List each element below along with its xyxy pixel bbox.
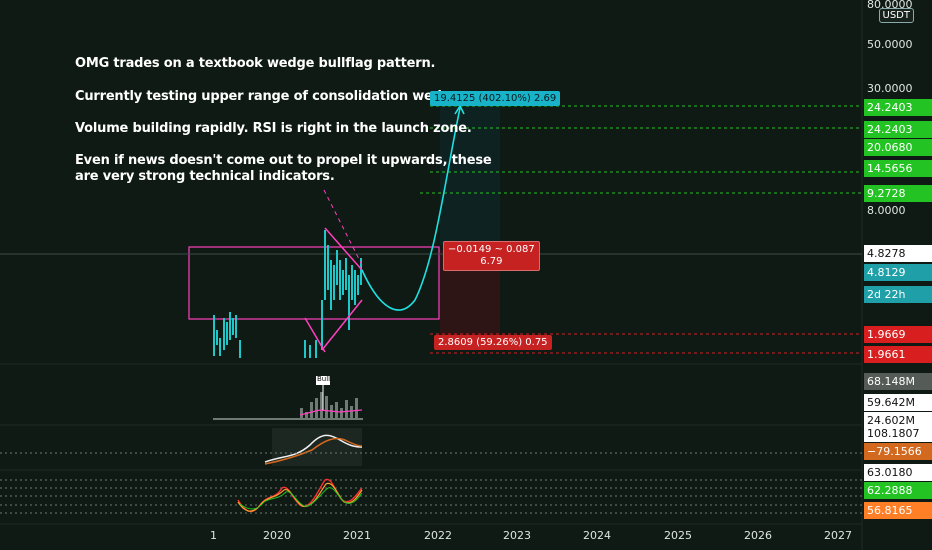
time-axis-label: 2024 (583, 529, 611, 542)
price-scale-label: 4.8129 (864, 264, 932, 281)
volume-scale-label: 68.148M (864, 373, 932, 390)
rsi-scale-label: 62.2888 (864, 482, 932, 499)
annotation-line-3: Volume building rapidly. RSI is right in… (75, 121, 472, 136)
time-axis-label: 2026 (744, 529, 772, 542)
wedge-left-line (304, 317, 326, 353)
entry-label-line1: −0.0149 ~ 0.087 (448, 244, 535, 255)
price-scale-label: 4.8278 (864, 245, 932, 262)
candles-2019 (213, 312, 241, 358)
price-scale-label: 9.2728 (864, 185, 932, 202)
wedge-upper-line (323, 189, 363, 266)
stop-label[interactable]: 2.8609 (59.26%) 0.75 (434, 335, 552, 350)
time-axis-label: 2022 (424, 529, 452, 542)
price-tick: 50.0000 (867, 38, 913, 51)
oscillator-scale-label: 108.1807 (864, 425, 932, 442)
price-scale-label: 1.9661 (864, 346, 932, 363)
price-scale-label: 24.2403 (864, 121, 932, 138)
wedge-lower-line (321, 299, 363, 351)
volume-scale-label: 24.602M (864, 412, 932, 429)
price-scale-label: 2d 22h (864, 286, 932, 303)
entry-label-line2: 6.79 (480, 256, 503, 267)
rsi-line-green (239, 487, 363, 510)
price-tick: 30.0000 (867, 82, 913, 95)
annotation-line-2: Currently testing upper range of consoli… (75, 89, 465, 104)
target-label[interactable]: 19.4125 (402.10%) 2.69 (430, 91, 561, 106)
annotation-line-1: OMG trades on a textbook wedge bullflag … (75, 56, 436, 71)
consolidation-box (188, 246, 440, 320)
time-axis-label: 2023 (503, 529, 531, 542)
price-scale-label: 14.5656 (864, 160, 932, 177)
currency-button[interactable]: USDT (878, 8, 914, 23)
time-axis-label: 2020 (263, 529, 291, 542)
rsi-scale-label: 63.0180 (864, 464, 932, 481)
bull-marker: Bull (317, 375, 331, 383)
entry-label[interactable]: −0.0149 ~ 0.087 6.79 (443, 241, 540, 271)
oscillator-line-1 (264, 434, 363, 463)
rsi-scale-label: 56.8165 (864, 502, 932, 519)
projection-curve (361, 107, 461, 311)
rsi-line-red (237, 478, 363, 513)
oscillator-line-2 (264, 437, 363, 465)
time-axis-label: 1 (210, 529, 217, 542)
bull-marker-box (316, 376, 330, 385)
volume-bars (213, 392, 363, 420)
annotation-line-5: are very strong technical indicators. (75, 169, 335, 184)
time-axis-label: 2021 (343, 529, 371, 542)
volume-scale-label: 59.642M (864, 394, 932, 411)
volume-ma-line (299, 409, 363, 416)
price-scale-label: 24.2403 (864, 99, 932, 116)
price-tick: 8.0000 (867, 204, 906, 217)
price-scale-label: 20.0680 (864, 139, 932, 156)
wedge-upper-solid (324, 227, 363, 271)
candles-2020 (304, 230, 362, 358)
price-scale-top: 80.0000 (867, 0, 913, 11)
oscillator-scale-label: −79.1566 (864, 443, 932, 460)
price-scale-label: 1.9669 (864, 326, 932, 343)
time-axis-label: 2027 (824, 529, 852, 542)
annotation-line-4: Even if news doesn't come out to propel … (75, 153, 492, 168)
time-axis-label: 2025 (664, 529, 692, 542)
projection-arrow (454, 104, 465, 115)
